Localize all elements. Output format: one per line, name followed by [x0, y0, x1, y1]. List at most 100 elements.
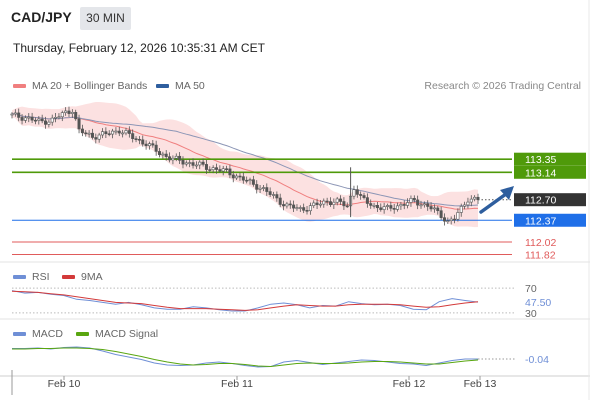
x-axis-label: Feb 10 — [48, 378, 81, 390]
candle-body — [124, 130, 128, 134]
candle-body — [67, 110, 71, 114]
candle-body — [235, 175, 239, 179]
legend-rsi-label: RSI — [32, 271, 50, 283]
candle-body — [231, 174, 235, 179]
rsi-line — [11, 290, 479, 312]
candle-body — [191, 162, 195, 166]
candle-body — [426, 203, 430, 207]
x-axis-label: Feb 11 — [221, 378, 253, 390]
rsi-ma-line — [11, 290, 479, 311]
candle-body — [77, 118, 81, 130]
ma50-swatch-icon — [156, 84, 169, 89]
candle-body — [104, 131, 108, 135]
candle-body — [90, 132, 94, 138]
candle-body — [275, 194, 279, 199]
candle-body — [107, 133, 111, 136]
candle-body — [238, 175, 242, 178]
candle-body — [121, 132, 125, 135]
candle-body — [54, 116, 58, 119]
candle-body — [365, 197, 369, 204]
candle-body — [64, 110, 68, 113]
candle-body — [372, 205, 376, 207]
candle-body — [74, 112, 78, 120]
candle-body — [198, 161, 202, 166]
candle-body — [339, 198, 343, 202]
forecast-arrowhead-icon — [500, 186, 514, 200]
candle-body — [255, 184, 259, 190]
candle-body — [245, 179, 249, 182]
copyright-text: Research © 2026 Trading Central — [424, 80, 581, 92]
candle-body — [473, 196, 477, 200]
candle-body — [345, 205, 349, 208]
candle-body — [271, 194, 275, 196]
candle-body — [355, 189, 359, 195]
candle-body — [87, 132, 91, 135]
candle-body — [442, 217, 446, 222]
candle-body — [178, 155, 182, 161]
candle-body — [389, 205, 393, 209]
candle-body — [268, 191, 272, 195]
candle-body — [248, 179, 252, 181]
rsi-current-label: 47.50 — [525, 297, 551, 309]
candle-body — [456, 212, 460, 220]
candle-body — [453, 218, 457, 221]
candle-body — [127, 130, 131, 134]
candle-body — [439, 210, 443, 218]
candle-body — [33, 119, 37, 122]
candle-body — [265, 187, 269, 192]
candle-body — [168, 156, 172, 161]
candle-body — [37, 118, 41, 121]
candle-body — [201, 161, 205, 165]
x-axis-label: Feb 13 — [464, 378, 497, 390]
candle-body — [27, 116, 31, 119]
candle-body — [134, 138, 138, 140]
symbol-title: CAD/JPY — [11, 9, 72, 25]
candle-body — [184, 162, 188, 165]
candle-body — [335, 198, 339, 203]
price-label-111.82: 111.82 — [525, 250, 556, 262]
candle-body — [261, 187, 265, 189]
candle-body — [60, 112, 64, 118]
candle-body — [218, 169, 222, 172]
candle-body — [412, 198, 416, 201]
candle-body — [208, 169, 212, 171]
candle-body — [362, 195, 366, 198]
candle-body — [117, 130, 121, 134]
legend-ma50-label: MA 50 — [175, 80, 205, 92]
legend-rsi: RSI — [13, 271, 50, 283]
macd-swatch-icon — [13, 332, 26, 337]
price-label-112.37: 112.37 — [525, 215, 556, 227]
candle-body — [251, 179, 255, 185]
price-tag-113.35 — [514, 152, 586, 166]
candle-body — [305, 210, 309, 212]
candle-body — [419, 204, 423, 207]
candle-body — [137, 138, 141, 141]
candle-body — [328, 201, 332, 206]
candle-body — [215, 167, 219, 170]
candle-body — [282, 204, 286, 207]
candle-body — [17, 112, 21, 118]
candle-body — [385, 205, 389, 207]
legend-macd: MACD — [13, 328, 63, 340]
candle-body — [188, 162, 192, 164]
candle-body — [449, 218, 453, 221]
candle-body — [164, 153, 168, 157]
candle-body — [409, 198, 413, 203]
price-label-113.35: 113.35 — [525, 154, 556, 166]
candle-body — [396, 205, 400, 210]
candle-body — [315, 202, 319, 205]
forecast-arrow-icon — [479, 192, 508, 214]
macd-current-label: -0.04 — [525, 354, 549, 366]
interval-badge[interactable]: 30 MIN — [80, 7, 131, 30]
candle-body — [241, 176, 245, 181]
candle-body — [469, 198, 473, 203]
candle-body — [466, 201, 470, 206]
candle-body — [436, 207, 440, 212]
candle-body — [111, 130, 115, 135]
candle-body — [84, 132, 88, 135]
legend-ma20-label: MA 20 + Bollinger Bands — [32, 80, 148, 92]
ma20-line — [11, 112, 479, 210]
candle-body — [158, 151, 162, 155]
candle-body — [288, 203, 292, 206]
